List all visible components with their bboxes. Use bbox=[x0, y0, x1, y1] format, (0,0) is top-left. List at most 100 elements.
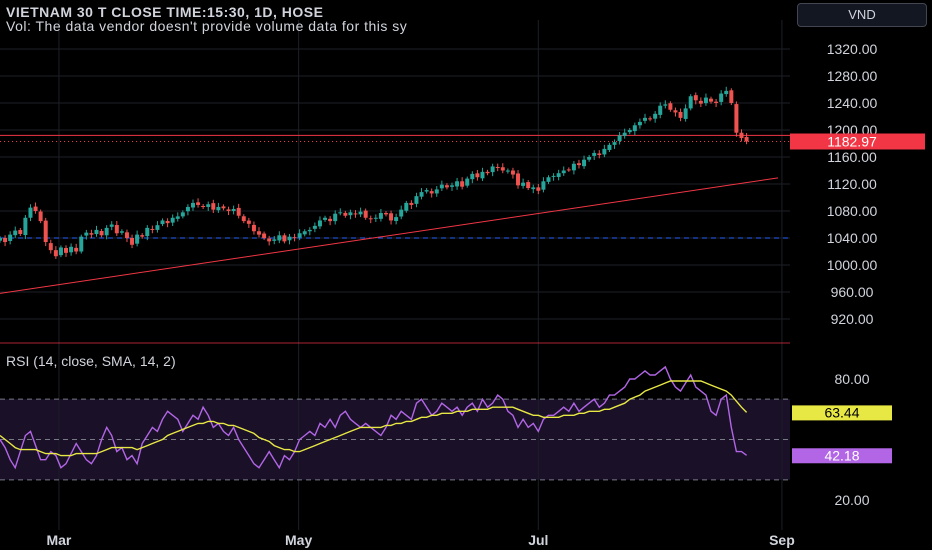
candle bbox=[64, 245, 69, 257]
candle-body bbox=[648, 118, 653, 120]
candle bbox=[551, 173, 556, 181]
candle-body bbox=[622, 132, 627, 136]
candle bbox=[734, 101, 739, 137]
candle-body bbox=[683, 108, 688, 119]
candle bbox=[282, 233, 287, 244]
candle-body bbox=[84, 232, 89, 236]
candle bbox=[516, 170, 521, 189]
candle-body bbox=[714, 101, 719, 103]
candle bbox=[729, 88, 734, 106]
candle-body bbox=[231, 208, 236, 211]
price-axis: 1320.001280.001240.001200.001160.001120.… bbox=[827, 41, 878, 327]
candle bbox=[28, 204, 33, 222]
last-price-badge bbox=[790, 133, 925, 150]
candle-body bbox=[165, 220, 170, 224]
candle-body bbox=[363, 210, 368, 218]
candle bbox=[383, 211, 388, 217]
price-tick-label: 1280.00 bbox=[827, 68, 878, 84]
candle bbox=[140, 233, 145, 239]
candle-body bbox=[510, 170, 515, 175]
candle-body bbox=[38, 211, 43, 222]
candle bbox=[399, 205, 404, 220]
candle bbox=[221, 204, 226, 211]
time-tick-label: May bbox=[285, 532, 312, 548]
candle-body bbox=[114, 225, 119, 234]
candle-body bbox=[312, 225, 317, 229]
rsi-badge bbox=[792, 448, 892, 464]
candle bbox=[709, 96, 714, 104]
price-tick-label: 1320.00 bbox=[827, 41, 878, 57]
candle bbox=[257, 227, 262, 238]
candle bbox=[460, 177, 465, 190]
candle bbox=[444, 183, 449, 190]
candle-body bbox=[688, 96, 693, 109]
candle bbox=[744, 132, 749, 145]
candle bbox=[170, 214, 175, 226]
candle bbox=[297, 229, 302, 241]
candle bbox=[424, 188, 429, 194]
candle bbox=[455, 177, 460, 190]
candle bbox=[190, 199, 195, 211]
candle-body bbox=[348, 212, 353, 216]
price-tick-label: 1120.00 bbox=[827, 176, 877, 192]
candle-body bbox=[414, 196, 419, 204]
candle bbox=[99, 228, 104, 238]
candle bbox=[307, 227, 312, 236]
candle bbox=[180, 210, 185, 219]
candle-body bbox=[450, 185, 455, 187]
candle bbox=[251, 221, 256, 235]
candle-body bbox=[302, 231, 307, 235]
candle-body bbox=[74, 247, 79, 252]
candle bbox=[546, 175, 551, 184]
candle bbox=[719, 90, 724, 106]
candle bbox=[236, 203, 241, 219]
candle-body bbox=[404, 202, 409, 211]
candle-body bbox=[323, 217, 328, 220]
candle bbox=[23, 215, 28, 240]
candle-body bbox=[180, 212, 185, 217]
candle bbox=[79, 234, 84, 254]
candle-body bbox=[729, 90, 734, 103]
candle bbox=[109, 221, 114, 231]
candle bbox=[58, 245, 63, 258]
candle bbox=[500, 163, 505, 174]
candle bbox=[18, 228, 23, 236]
candle bbox=[668, 101, 673, 112]
candle-body bbox=[632, 125, 637, 132]
candle-body bbox=[642, 117, 647, 121]
candle-body bbox=[135, 234, 140, 244]
candle bbox=[38, 209, 43, 224]
candle bbox=[216, 202, 221, 213]
candle-body bbox=[297, 233, 302, 238]
candle-body bbox=[0, 238, 2, 241]
candle bbox=[69, 243, 74, 256]
candle-body bbox=[124, 232, 129, 238]
candle-body bbox=[419, 192, 424, 197]
candle-body bbox=[561, 170, 566, 174]
candle-body bbox=[480, 171, 485, 179]
candle-body bbox=[277, 235, 282, 241]
candle bbox=[663, 100, 668, 109]
candle bbox=[703, 93, 708, 106]
candle-body bbox=[673, 110, 678, 113]
rsi-lines bbox=[0, 365, 748, 470]
candle bbox=[373, 214, 378, 222]
candle-body bbox=[566, 169, 571, 171]
candle-body bbox=[734, 104, 739, 133]
candle-body bbox=[546, 177, 551, 182]
candle bbox=[561, 166, 566, 176]
candle bbox=[226, 206, 231, 216]
candle bbox=[678, 108, 683, 122]
currency-button[interactable]: VND bbox=[797, 3, 927, 27]
candle bbox=[328, 216, 333, 226]
candle bbox=[642, 113, 647, 124]
candle bbox=[358, 207, 363, 218]
candle bbox=[637, 118, 642, 129]
candle-body bbox=[597, 153, 602, 155]
candle-body bbox=[709, 98, 714, 102]
candle-body bbox=[698, 100, 703, 104]
candle bbox=[155, 221, 160, 233]
candle-body bbox=[272, 239, 277, 241]
rsi-tick-label: 20.00 bbox=[834, 492, 869, 508]
